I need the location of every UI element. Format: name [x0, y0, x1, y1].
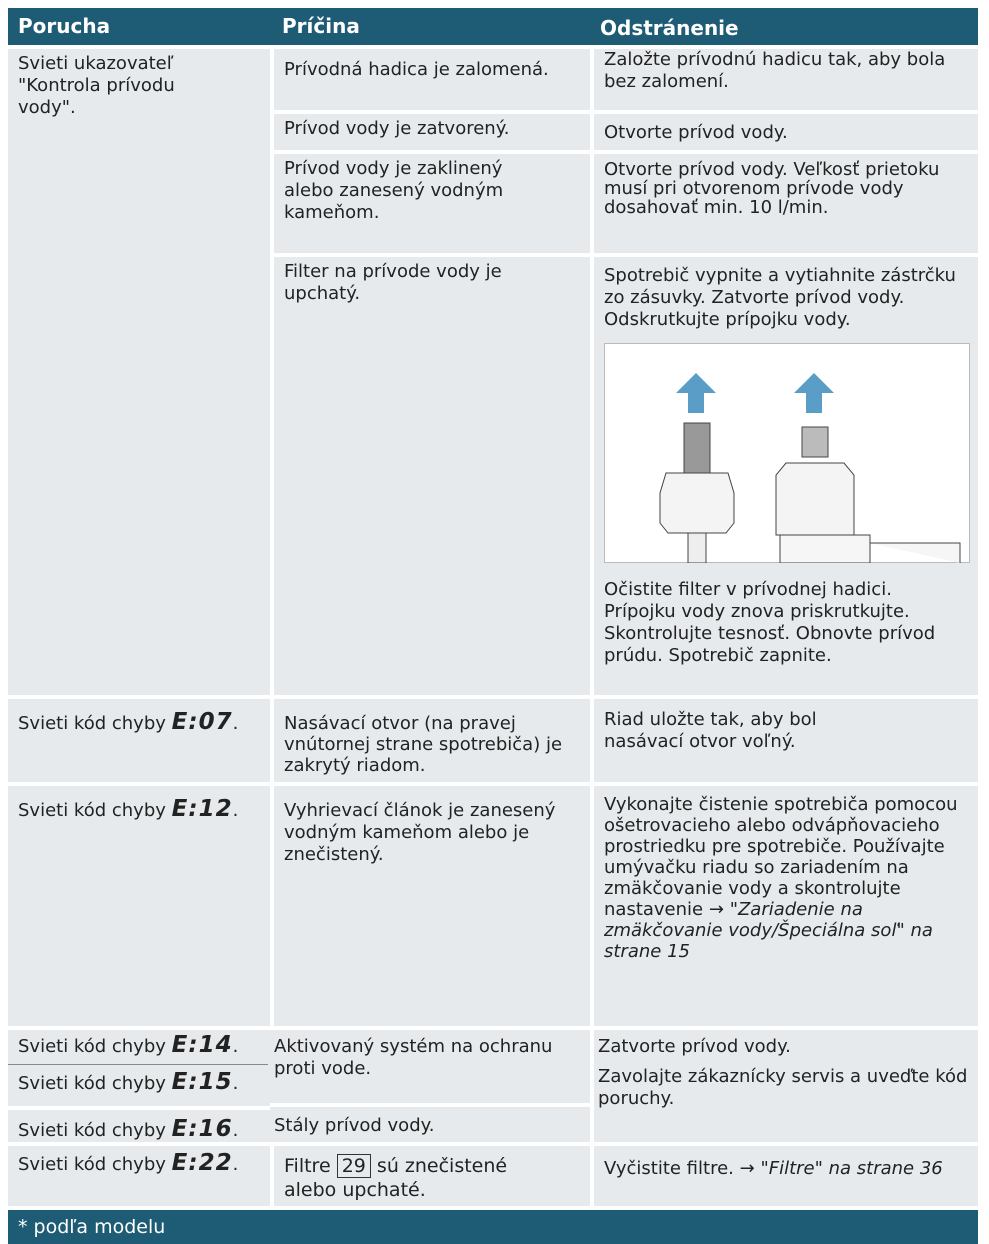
fault: Svieti kód chyby E:14.: [8, 1030, 268, 1065]
remedy: Riad uložte tak, aby bol nasávací otvor …: [594, 699, 978, 782]
fault: Svieti kód chyby E:15.: [8, 1065, 270, 1106]
cause: Filter na prívode vody je upchatý.: [274, 257, 590, 695]
remedy-cell: Vyčistite filtre. → "Filtre" na strane 3…: [594, 1146, 978, 1206]
col-header: Príčina: [282, 14, 360, 38]
remedy-cell: Zatvorte prívod vody. Zavolajte zákazníc…: [594, 1030, 978, 1142]
fault: Svieti kód chyby E:16.: [8, 1106, 270, 1152]
reference-link[interactable]: "Filtre" na strane 36: [760, 1158, 943, 1179]
fault-text: Svieti kód chyby: [18, 713, 166, 734]
cause: Filtre 29 sú znečistené alebo upchaté.: [274, 1146, 590, 1206]
footer: * podľa modelu: [8, 1210, 978, 1244]
fault-text: Svieti kód chyby: [18, 1073, 166, 1094]
error-code: E:07: [171, 709, 233, 735]
fault-cell: Svieti kód chyby E:14. Svieti kód chyby …: [8, 1030, 270, 1142]
fault: Svieti kód chyby E:12.: [8, 786, 270, 1026]
cause: Prívod vody je zatvorený.: [274, 114, 590, 150]
remedy: Zavolajte zákaznícky servis a uveďte kód…: [598, 1066, 968, 1109]
col-header: Odstránenie: [600, 16, 739, 40]
header: Porucha Príčina Odstránenie: [8, 8, 978, 45]
arrow: →: [708, 899, 724, 920]
footnote: * podľa modelu: [18, 1216, 166, 1238]
cause: Prívod vody je zaklinený alebo zanesený …: [274, 154, 590, 253]
cause: Stály prívod vody.: [270, 1107, 590, 1142]
fault: Svieti kód chyby E:22.: [8, 1146, 270, 1206]
fault-text: Svieti kód chyby: [18, 1154, 166, 1175]
reference-link[interactable]: "Zariadenie na zmäkčovanie vody/Špeciáln…: [604, 899, 933, 962]
fault-text: Svieti kód chyby: [18, 1036, 166, 1057]
remedy: Otvorte prívod vody.: [594, 114, 978, 150]
fault-end: .: [232, 1036, 239, 1057]
remedy: Založte prívodnú hadicu tak, aby bola be…: [594, 49, 978, 110]
part-number: 29: [336, 1154, 371, 1178]
fault-end: .: [232, 1154, 239, 1175]
fault-end: .: [232, 800, 239, 821]
error-code: E:16: [171, 1116, 233, 1142]
error-code: E:15: [171, 1069, 233, 1095]
cause: Prívodná hadica je zalomená.: [274, 49, 590, 110]
col-header: Porucha: [18, 14, 111, 38]
fault-text: Svieti kód chyby: [18, 1120, 166, 1141]
fault: Svieti kód chyby E:07.: [8, 699, 270, 782]
arrow: →: [739, 1158, 755, 1179]
cause-text: sú znečistené alebo upchaté.: [284, 1155, 508, 1201]
remedy: Spotrebič vypnite a vytiahnite zástrčku …: [604, 265, 956, 330]
remedy-cell: Spotrebič vypnite a vytiahnite zástrčku …: [594, 257, 978, 695]
cause: Nasávací otvor (na pravej vnútornej stra…: [274, 699, 590, 782]
cause-text: Filtre: [284, 1155, 331, 1177]
remedy: Vyčistite filtre.: [604, 1158, 734, 1179]
fault: Svieti ukazovateľ "Kontrola prívodu vody…: [8, 49, 270, 695]
remedy-cell: Vykonajte čistenie spotrebiča pomocou oš…: [594, 786, 978, 1026]
remedy: Otvorte prívod vody. Veľkosť prietoku mu…: [594, 154, 978, 253]
error-code: E:12: [171, 796, 233, 822]
error-code: E:14: [171, 1032, 233, 1058]
fault-text: Svieti kód chyby: [18, 800, 166, 821]
remedy: Očistite filter v prívodnej hadici. Príp…: [604, 579, 936, 666]
cause: Aktivovaný systém na ochranu proti vode.: [270, 1030, 590, 1103]
fault-end: .: [232, 1120, 239, 1141]
cause: Vyhrievací článok je zanesený vodným kam…: [274, 786, 590, 1026]
fault-end: .: [232, 1073, 239, 1094]
remedy: Zatvorte prívod vody.: [598, 1036, 791, 1057]
error-code: E:22: [171, 1150, 233, 1176]
fault-end: .: [232, 713, 239, 734]
remedy: Vykonajte čistenie spotrebiča pomocou oš…: [604, 794, 958, 920]
filter-illustration: [604, 343, 970, 563]
